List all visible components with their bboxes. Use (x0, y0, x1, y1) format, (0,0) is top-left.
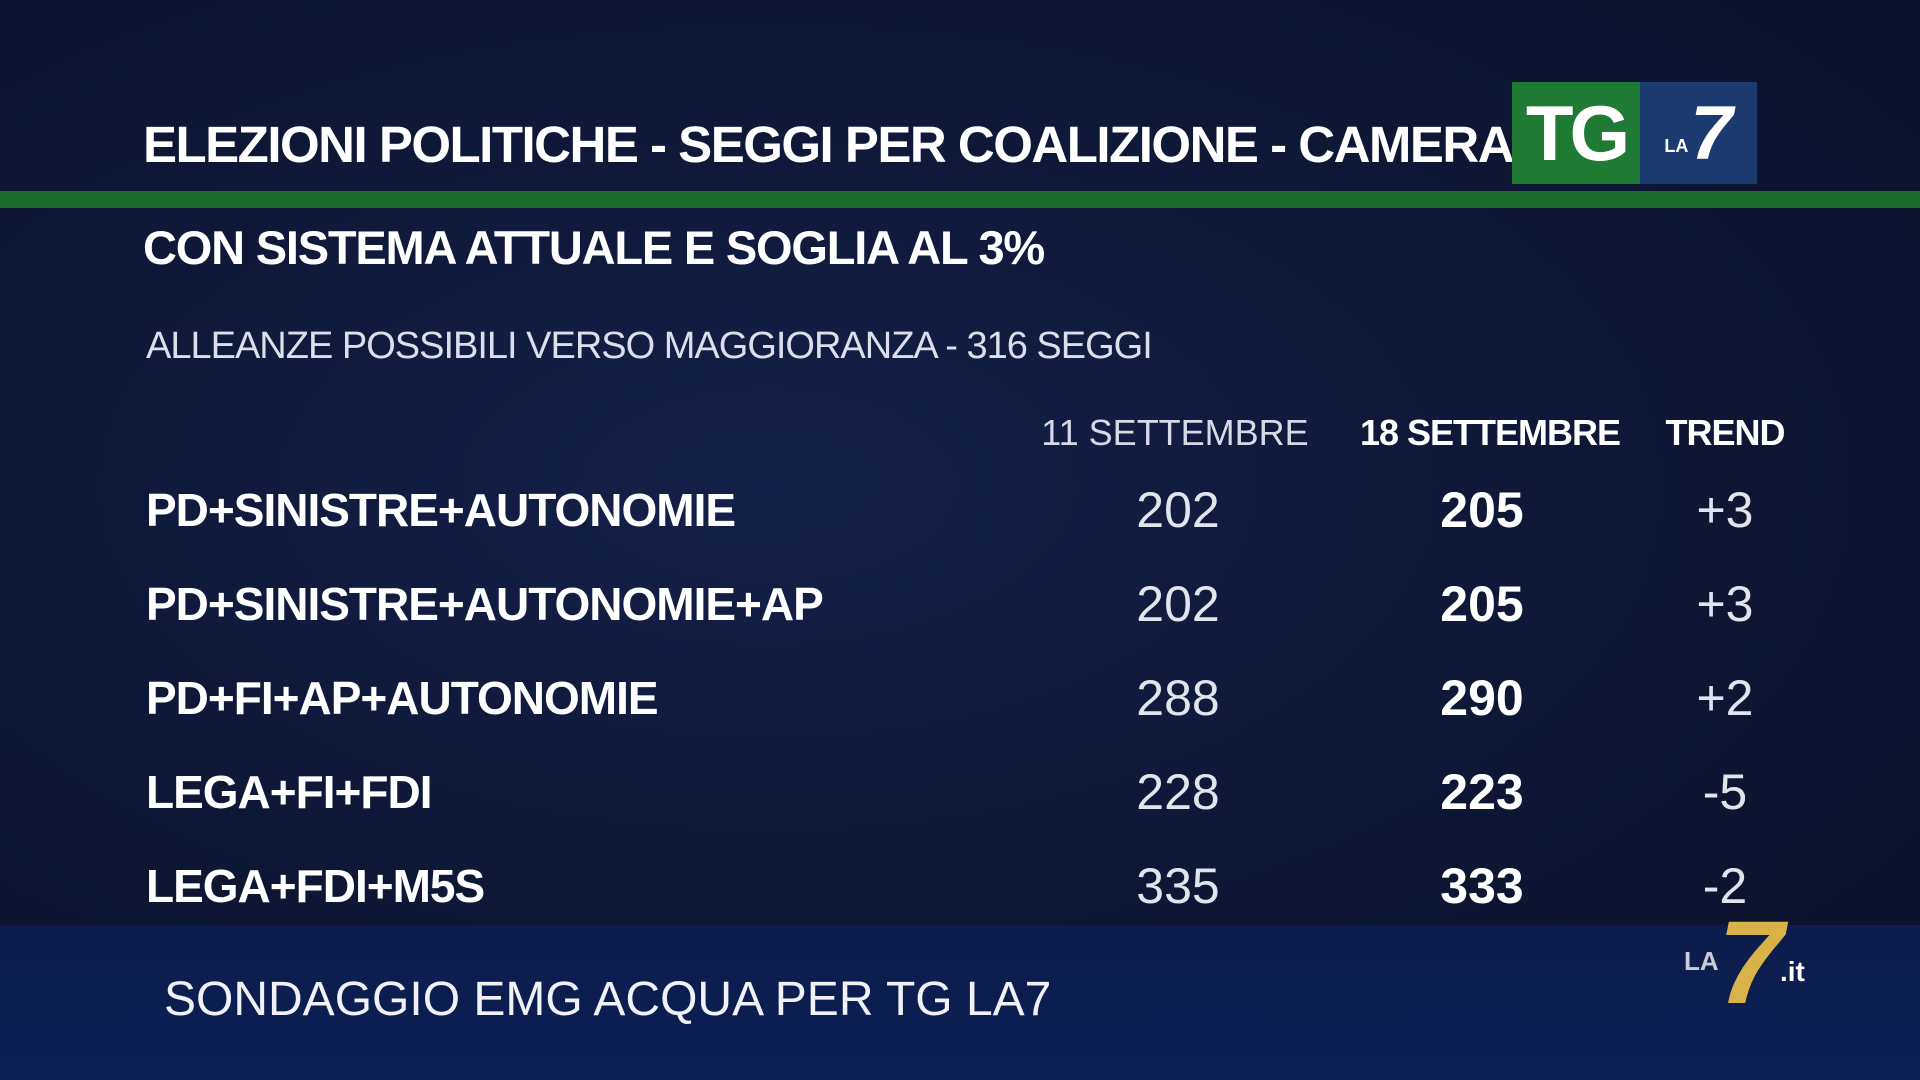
table-row: LEGA+FI+FDI 228 223 -5 (0, 760, 1920, 854)
seats-sep18: 290 (1440, 670, 1524, 726)
coalition-label: PD+SINISTRE+AUTONOMIE+AP (146, 578, 824, 630)
table-row: PD+FI+AP+AUTONOMIE 288 290 +2 (0, 666, 1920, 760)
page-title: ELEZIONI POLITICHE - SEGGI PER COALIZION… (143, 116, 1515, 173)
la7-logo-seven: 7 (1690, 90, 1733, 176)
header-divider (0, 191, 1920, 208)
seats-sep11: 202 (1136, 576, 1220, 632)
la7-logo: LA 7 (1640, 82, 1757, 184)
la7-logo-la: LA (1664, 135, 1689, 156)
column-header-sep18: 18 SETTEMBRE (1359, 412, 1621, 453)
tg-logo-text: TG (1525, 88, 1630, 177)
seats-sep18: 205 (1440, 576, 1524, 632)
seats-sep11: 335 (1136, 858, 1220, 914)
watermark-la: LA (1684, 946, 1719, 976)
table-row: LEGA+FDI+M5S 335 333 -2 (0, 854, 1920, 948)
seats-sep18: 223 (1440, 764, 1524, 820)
source-note: SONDAGGIO EMG ACQUA PER TG LA7 (164, 973, 1052, 1026)
coalition-label: LEGA+FI+FDI (146, 766, 432, 818)
coalition-table: PD+SINISTRE+AUTONOMIE 202 205 +3 PD+SINI… (0, 478, 1920, 948)
seats-sep11: 202 (1136, 482, 1220, 538)
table-row: PD+SINISTRE+AUTONOMIE 202 205 +3 (0, 478, 1920, 572)
seats-sep11: 228 (1136, 764, 1220, 820)
table-row: PD+SINISTRE+AUTONOMIE+AP 202 205 +3 (0, 572, 1920, 666)
watermark-seven: 7 (1718, 897, 1784, 1029)
trend-value: +3 (1696, 576, 1754, 632)
watermark-it: .it (1780, 956, 1805, 987)
trend-value: -2 (1702, 858, 1748, 914)
coalition-label: PD+SINISTRE+AUTONOMIE (146, 484, 736, 536)
seats-sep18: 333 (1440, 858, 1524, 914)
coalition-label: LEGA+FDI+M5S (146, 860, 485, 912)
subtitle: CON SISTEMA ATTUALE E SOGLIA AL 3% (143, 221, 1045, 274)
footer-band (0, 925, 1920, 1080)
trend-value: +3 (1696, 482, 1754, 538)
trend-value: -5 (1702, 764, 1748, 820)
trend-value: +2 (1696, 670, 1754, 726)
caption: ALLEANZE POSSIBILI VERSO MAGGIORANZA - 3… (146, 325, 1153, 367)
seats-sep18: 205 (1440, 482, 1524, 538)
la7-watermark-logo: LA 7 .it (1682, 904, 1828, 1022)
column-header-sep11: 11 SETTEMBRE (1041, 412, 1309, 453)
column-header-trend: TREND (1665, 412, 1786, 453)
coalition-label: PD+FI+AP+AUTONOMIE (146, 672, 659, 724)
tg-logo: TG (1512, 82, 1640, 184)
seats-sep11: 288 (1136, 670, 1220, 726)
